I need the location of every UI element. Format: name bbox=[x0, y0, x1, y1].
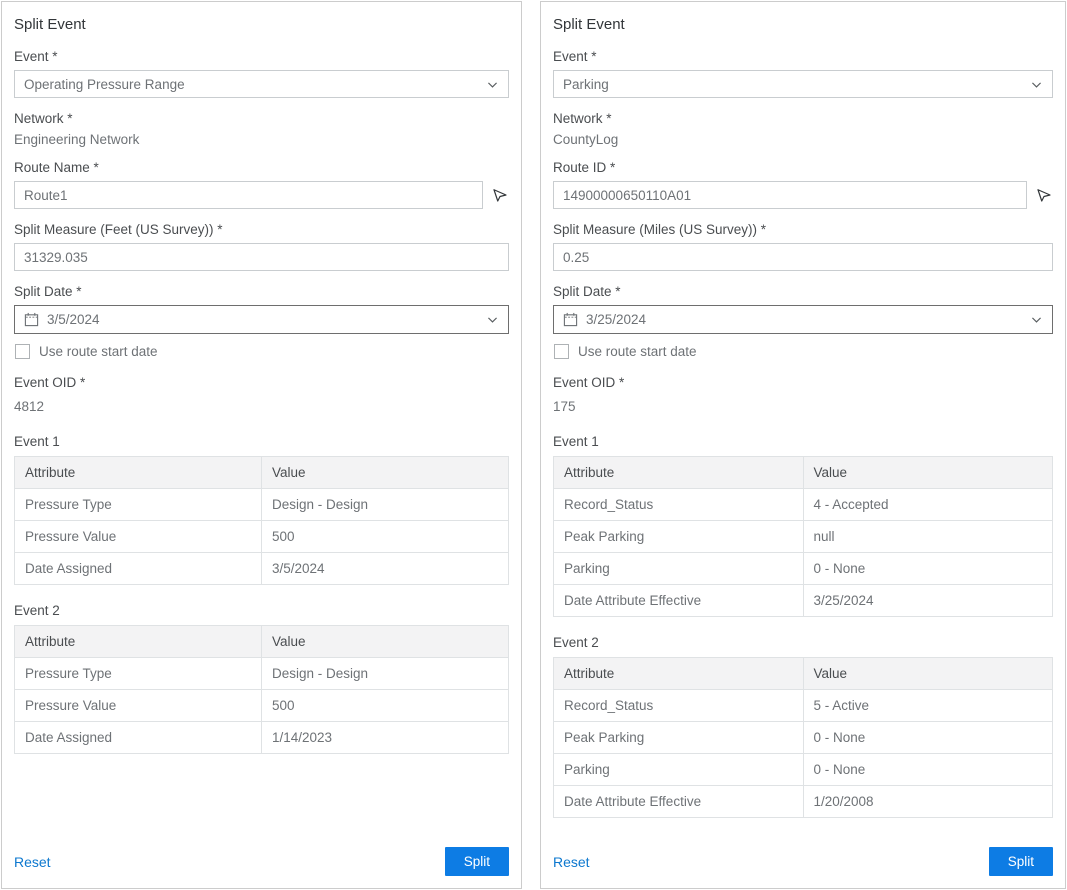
table-row: Record_Status 5 - Active bbox=[553, 689, 1053, 722]
table-row: Pressure Type Design - Design bbox=[14, 488, 509, 521]
route-input[interactable] bbox=[14, 181, 483, 209]
reset-button[interactable]: Reset bbox=[14, 853, 51, 870]
split-date-picker[interactable]: 3/25/2024 bbox=[553, 305, 1053, 334]
event-select-value: Parking bbox=[563, 76, 609, 92]
network-value: Engineering Network bbox=[14, 132, 140, 147]
table-row: Peak Parking 0 - None bbox=[553, 721, 1053, 754]
value-header: Value bbox=[802, 456, 1053, 489]
table-row: Peak Parking null bbox=[553, 520, 1053, 553]
chevron-down-icon bbox=[1030, 313, 1043, 326]
event-oid-value: 4812 bbox=[14, 399, 45, 414]
event1-table: Attribute Value Record_Status 4 - Accept… bbox=[553, 456, 1053, 617]
chevron-down-icon bbox=[1030, 78, 1043, 91]
event-oid-label: Event OID * bbox=[553, 375, 625, 390]
table-row: Pressure Type Design - Design bbox=[14, 657, 509, 690]
event2-title: Event 2 bbox=[553, 635, 599, 650]
value-header: Value bbox=[261, 625, 509, 658]
use-route-start-date-label: Use route start date bbox=[39, 344, 158, 359]
split-date-value: 3/5/2024 bbox=[47, 312, 100, 327]
use-route-start-date-checkbox[interactable] bbox=[15, 344, 30, 359]
split-event-panel-right: Split Event Event * Parking Network * Co… bbox=[540, 1, 1066, 889]
event-oid-value: 175 bbox=[553, 399, 576, 414]
split-measure-label: Split Measure (Feet (US Survey)) * bbox=[14, 222, 223, 237]
split-button[interactable]: Split bbox=[444, 847, 509, 876]
event2-title: Event 2 bbox=[14, 603, 60, 618]
event-label: Event * bbox=[14, 49, 58, 64]
route-label: Route Name * bbox=[14, 160, 99, 175]
split-date-picker[interactable]: 3/5/2024 bbox=[14, 305, 509, 334]
split-measure-label: Split Measure (Miles (US Survey)) * bbox=[553, 222, 767, 237]
pick-route-on-map-icon[interactable] bbox=[491, 186, 509, 204]
panel-title: Split Event bbox=[553, 16, 625, 33]
table-row: Pressure Value 500 bbox=[14, 520, 509, 553]
chevron-down-icon bbox=[486, 78, 499, 91]
attribute-header: Attribute bbox=[553, 657, 804, 690]
event1-title: Event 1 bbox=[14, 434, 60, 449]
split-date-label: Split Date * bbox=[14, 284, 82, 299]
split-measure-input[interactable] bbox=[553, 243, 1053, 271]
network-value: CountyLog bbox=[553, 132, 619, 147]
event-label: Event * bbox=[553, 49, 597, 64]
calendar-icon bbox=[563, 312, 578, 327]
attribute-header: Attribute bbox=[14, 456, 262, 489]
table-row: Date Attribute Effective 1/20/2008 bbox=[553, 785, 1053, 818]
split-date-label: Split Date * bbox=[553, 284, 621, 299]
event1-title: Event 1 bbox=[553, 434, 599, 449]
event2-table: Attribute Value Pressure Type Design - D… bbox=[14, 625, 509, 754]
table-row: Record_Status 4 - Accepted bbox=[553, 488, 1053, 521]
panel-title: Split Event bbox=[14, 16, 86, 33]
route-input[interactable] bbox=[553, 181, 1027, 209]
split-measure-input[interactable] bbox=[14, 243, 509, 271]
event-select[interactable]: Operating Pressure Range bbox=[14, 70, 509, 98]
split-date-value: 3/25/2024 bbox=[586, 312, 647, 327]
use-route-start-date-label: Use route start date bbox=[578, 344, 697, 359]
reset-button[interactable]: Reset bbox=[553, 853, 590, 870]
event1-table: Attribute Value Pressure Type Design - D… bbox=[14, 456, 509, 585]
event-select-value: Operating Pressure Range bbox=[24, 76, 185, 92]
split-button[interactable]: Split bbox=[988, 847, 1053, 876]
table-row: Parking 0 - None bbox=[553, 753, 1053, 786]
attribute-header: Attribute bbox=[14, 625, 262, 658]
event-select[interactable]: Parking bbox=[553, 70, 1053, 98]
event2-table: Attribute Value Record_Status 5 - Active… bbox=[553, 657, 1053, 818]
value-header: Value bbox=[802, 657, 1053, 690]
split-event-panel-left: Split Event Event * Operating Pressure R… bbox=[1, 1, 522, 889]
table-row: Date Assigned 3/5/2024 bbox=[14, 552, 509, 585]
use-route-start-date-checkbox[interactable] bbox=[554, 344, 569, 359]
table-row: Date Attribute Effective 3/25/2024 bbox=[553, 584, 1053, 617]
event-oid-label: Event OID * bbox=[14, 375, 86, 390]
table-row: Parking 0 - None bbox=[553, 552, 1053, 585]
table-row: Pressure Value 500 bbox=[14, 689, 509, 722]
attribute-header: Attribute bbox=[553, 456, 804, 489]
network-label: Network * bbox=[14, 111, 73, 126]
table-row: Date Assigned 1/14/2023 bbox=[14, 721, 509, 754]
chevron-down-icon bbox=[486, 313, 499, 326]
route-label: Route ID * bbox=[553, 160, 616, 175]
network-label: Network * bbox=[553, 111, 612, 126]
calendar-icon bbox=[24, 312, 39, 327]
pick-route-on-map-icon[interactable] bbox=[1035, 186, 1053, 204]
value-header: Value bbox=[261, 456, 509, 489]
